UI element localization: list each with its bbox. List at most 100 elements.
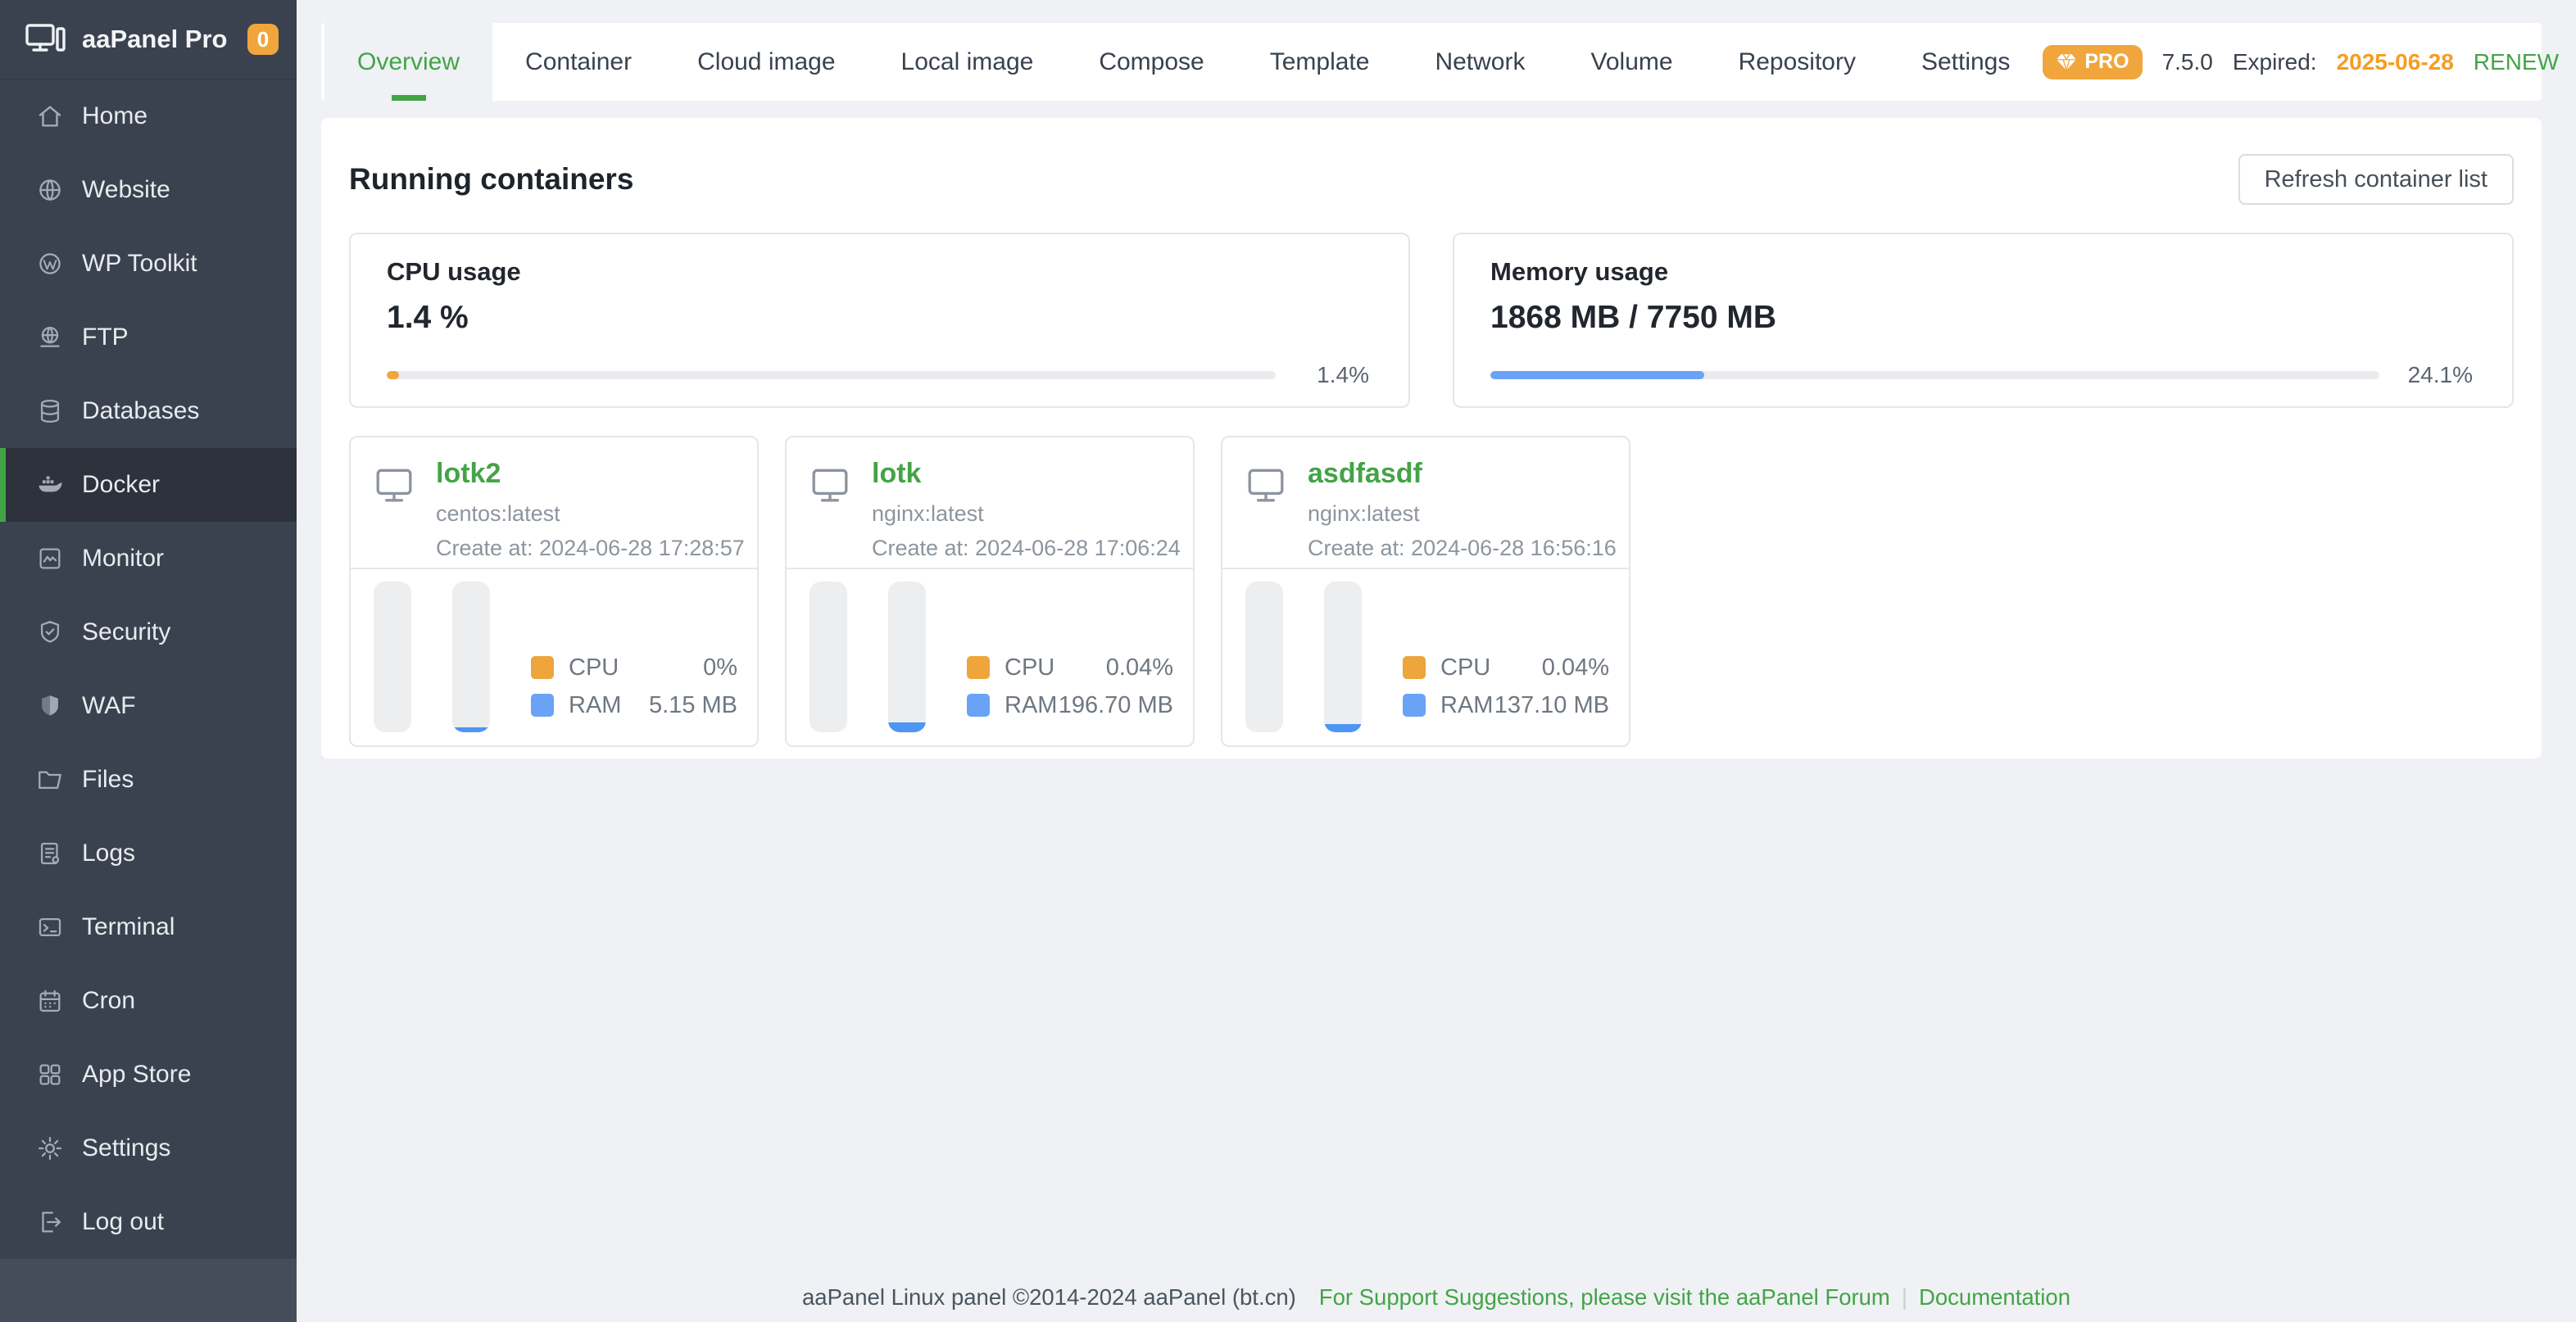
ram-color-swatch — [967, 694, 990, 717]
tab-network[interactable]: Network — [1402, 23, 1558, 101]
tab-label: Template — [1269, 48, 1370, 75]
footer-documentation-link[interactable]: Documentation — [1919, 1284, 2070, 1310]
cpu-progress-row: 1.4% — [387, 362, 1369, 388]
tab-volume[interactable]: Volume — [1558, 23, 1705, 101]
container-card-lotk2[interactable]: lotk2 centos:latest Create at: 2024-06-2… — [349, 436, 759, 747]
container-card-header: lotk nginx:latest Create at: 2024-06-28 … — [787, 437, 1193, 569]
container-name[interactable]: asdfasdf — [1308, 458, 1422, 489]
cpu-gauge — [1245, 582, 1283, 732]
running-containers-panel: Running containers Refresh container lis… — [321, 118, 2542, 758]
tab-settings[interactable]: Settings — [1889, 23, 2043, 101]
gauge-bars — [374, 582, 490, 732]
sidebar-item-docker[interactable]: Docker — [0, 448, 297, 522]
container-card-body: CPU 0.04% RAM 196.70 MB — [787, 569, 1193, 749]
sidebar-item-label: Docker — [82, 471, 161, 498]
memory-usage-card: Memory usage 1868 MB / 7750 MB 24.1% — [1453, 233, 2514, 408]
cpu-color-swatch — [531, 656, 554, 679]
sidebar-item-home[interactable]: Home — [0, 79, 297, 153]
app-logo: aaPanel Pro 0 — [0, 0, 297, 79]
memory-progress-row: 24.1% — [1490, 362, 2473, 388]
gauge-bars — [810, 582, 926, 732]
monitor-icon — [374, 465, 415, 503]
page-title: Running containers — [349, 162, 634, 196]
calendar-icon — [36, 987, 64, 1015]
monitor-chart-icon — [36, 545, 64, 573]
sidebar-item-security[interactable]: Security — [0, 595, 297, 669]
tab-template[interactable]: Template — [1237, 23, 1403, 101]
pro-badge-label: PRO — [2084, 50, 2129, 73]
logout-icon — [36, 1208, 64, 1236]
sidebar-item-files[interactable]: Files — [0, 743, 297, 817]
sidebar-item-settings[interactable]: Settings — [0, 1111, 297, 1185]
sidebar-item-website[interactable]: Website — [0, 153, 297, 227]
sidebar-item-wp-toolkit[interactable]: WP Toolkit — [0, 227, 297, 301]
main-area: Overview Container Cloud image Local ima… — [297, 0, 2576, 1322]
memory-progress-label: 24.1% — [2407, 362, 2473, 387]
container-card-asdfasdf[interactable]: asdfasdf nginx:latest Create at: 2024-06… — [1221, 436, 1630, 747]
memory-progress-track — [1490, 371, 2379, 379]
tab-overview[interactable]: Overview — [324, 23, 493, 101]
sidebar-nav: Home Website WP Toolkit FTP Databases Do… — [0, 79, 297, 1259]
cpu-usage-card: CPU usage 1.4 % 1.4% — [349, 233, 1410, 408]
diamond-icon — [2057, 53, 2077, 70]
ram-legend-value: 196.70 MB — [1058, 691, 1173, 718]
sidebar-item-databases[interactable]: Databases — [0, 374, 297, 448]
panel-header: Running containers Refresh container lis… — [349, 118, 2514, 205]
sidebar-item-terminal[interactable]: Terminal — [0, 890, 297, 964]
container-card-lotk[interactable]: lotk nginx:latest Create at: 2024-06-28 … — [785, 436, 1195, 747]
sidebar-item-cron[interactable]: Cron — [0, 964, 297, 1038]
sidebar-item-ftp[interactable]: FTP — [0, 301, 297, 374]
ftp-globe-icon — [36, 324, 64, 351]
tab-label: Overview — [357, 48, 460, 75]
sidebar-item-label: Databases — [82, 397, 200, 424]
tab-label: Settings — [1921, 48, 2011, 75]
container-card-info: asdfasdf nginx:latest Create at: 2024-06… — [1308, 458, 1617, 568]
container-card-body: CPU 0.04% RAM 137.10 MB — [1222, 569, 1629, 749]
cpu-color-swatch — [967, 656, 990, 679]
sidebar-item-label: Logs — [82, 840, 136, 867]
app-title: aaPanel Pro — [82, 25, 228, 53]
sidebar-item-label: Home — [82, 102, 148, 129]
container-name[interactable]: lotk — [872, 458, 922, 489]
sidebar-item-app-store[interactable]: App Store — [0, 1038, 297, 1111]
sidebar-footer-strip — [0, 1259, 297, 1322]
docker-tabbar: Overview Container Cloud image Local ima… — [321, 23, 2559, 101]
sidebar-item-label: Cron — [82, 987, 136, 1014]
sidebar-item-label: Terminal — [82, 913, 175, 940]
sidebar-item-waf[interactable]: WAF — [0, 669, 297, 743]
notification-badge[interactable]: 0 — [247, 24, 279, 55]
cpu-legend-row: CPU 0.04% — [967, 654, 1173, 681]
sidebar-item-label: Settings — [82, 1134, 171, 1161]
monitor-icon — [810, 465, 850, 503]
refresh-container-list-button[interactable]: Refresh container list — [2238, 154, 2514, 205]
ram-legend-label: RAM — [1440, 691, 1494, 718]
tab-compose[interactable]: Compose — [1066, 23, 1236, 101]
ram-color-swatch — [1403, 694, 1426, 717]
shield-filled-icon — [36, 692, 64, 720]
footer-forum-link[interactable]: For Support Suggestions, please visit th… — [1318, 1284, 1890, 1310]
tab-repository[interactable]: Repository — [1706, 23, 1889, 101]
sidebar-item-monitor[interactable]: Monitor — [0, 522, 297, 595]
cpu-legend-value: 0.04% — [1541, 654, 1609, 681]
sidebar-item-label: Files — [82, 766, 134, 793]
tab-cloud-image[interactable]: Cloud image — [664, 23, 868, 101]
cpu-legend-label: CPU — [1440, 654, 1491, 681]
container-name[interactable]: lotk2 — [436, 458, 501, 489]
tab-container[interactable]: Container — [492, 23, 664, 101]
ram-legend-value: 5.15 MB — [649, 691, 737, 718]
globe-icon — [36, 176, 64, 204]
cpu-legend-label: CPU — [569, 654, 619, 681]
pro-badge[interactable]: PRO — [2043, 44, 2143, 79]
renew-link[interactable]: RENEW — [2473, 48, 2560, 75]
home-icon — [36, 102, 64, 130]
container-card-header: lotk2 centos:latest Create at: 2024-06-2… — [351, 437, 757, 569]
sidebar-item-log-out[interactable]: Log out — [0, 1185, 297, 1259]
sidebar-item-label: Log out — [82, 1208, 165, 1235]
ram-gauge — [452, 582, 490, 732]
tab-label: Volume — [1590, 48, 1673, 75]
docker-whale-icon — [36, 471, 64, 499]
sidebar-item-logs[interactable]: Logs — [0, 817, 297, 890]
tab-local-image[interactable]: Local image — [868, 23, 1067, 101]
shield-check-icon — [36, 618, 64, 646]
sidebar-item-label: WP Toolkit — [82, 250, 197, 277]
